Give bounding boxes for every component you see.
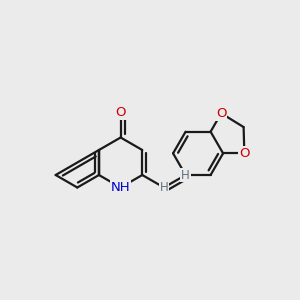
Text: O: O	[116, 106, 126, 119]
Text: O: O	[216, 107, 226, 120]
Text: H: H	[181, 169, 190, 182]
Text: H: H	[160, 181, 168, 194]
Text: NH: NH	[111, 181, 130, 194]
Text: O: O	[239, 147, 250, 160]
